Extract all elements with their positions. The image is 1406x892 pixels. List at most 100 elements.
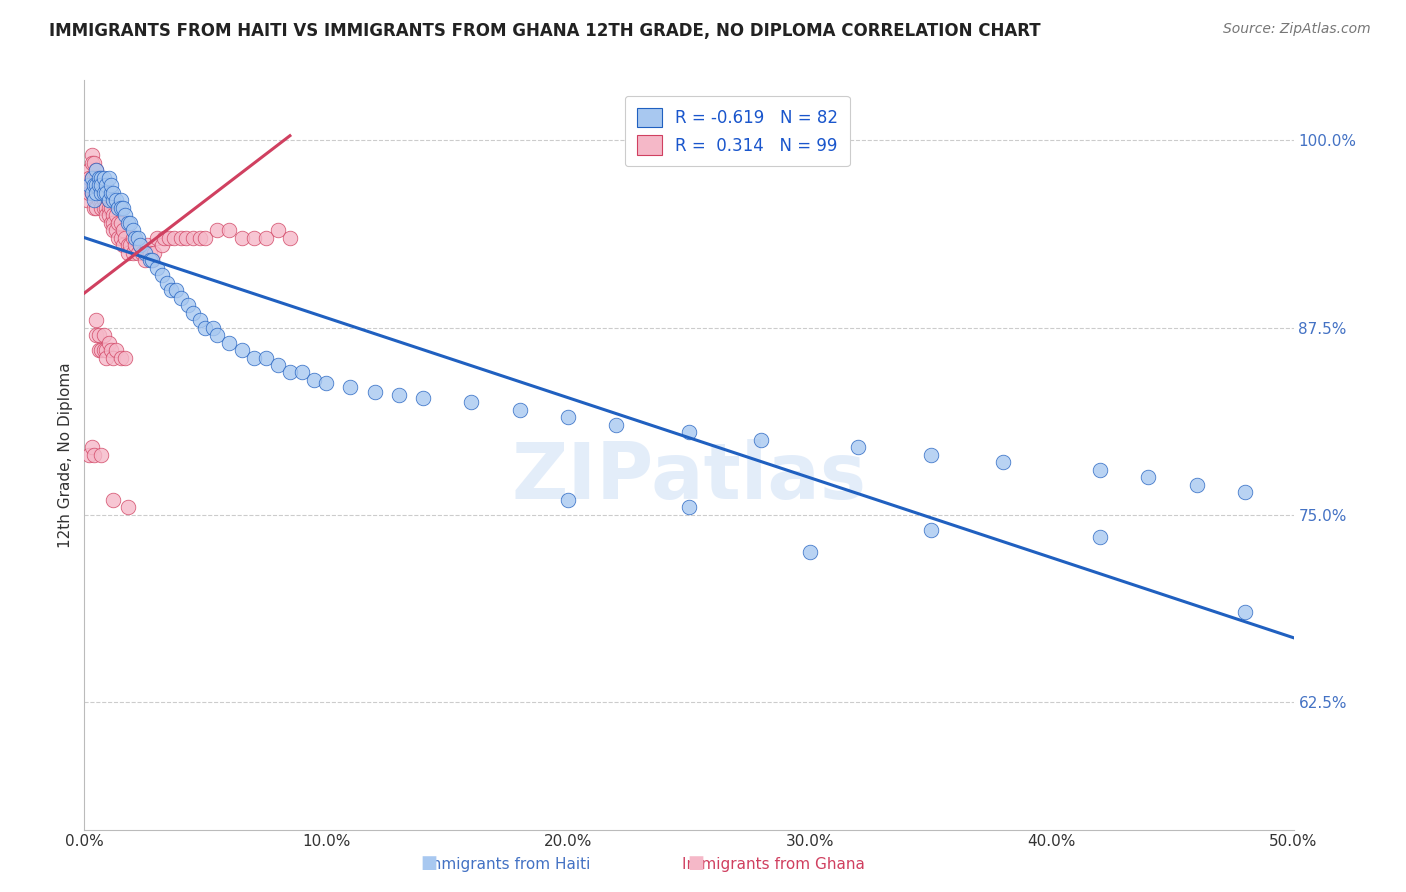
Point bbox=[114, 208, 136, 222]
Point bbox=[86, 186, 108, 200]
Point bbox=[302, 373, 325, 387]
Point bbox=[103, 208, 125, 222]
Point bbox=[678, 425, 700, 440]
Point bbox=[86, 178, 108, 193]
Point bbox=[1088, 530, 1111, 544]
Point bbox=[181, 230, 204, 244]
Point bbox=[80, 148, 103, 162]
Point bbox=[97, 201, 120, 215]
Point bbox=[86, 163, 108, 178]
Point bbox=[242, 230, 264, 244]
Point bbox=[751, 433, 773, 447]
Point bbox=[86, 186, 108, 200]
Point bbox=[93, 193, 115, 207]
Point bbox=[278, 230, 301, 244]
Point bbox=[94, 351, 117, 365]
Point bbox=[97, 193, 120, 207]
Point bbox=[83, 186, 105, 200]
Point bbox=[278, 366, 301, 380]
Point bbox=[124, 230, 146, 244]
Point bbox=[80, 186, 103, 200]
Point bbox=[129, 238, 152, 252]
Point bbox=[90, 170, 112, 185]
Point bbox=[94, 343, 117, 357]
Point bbox=[77, 448, 100, 462]
Point bbox=[136, 238, 159, 252]
Point bbox=[129, 238, 152, 252]
Point bbox=[1185, 478, 1208, 492]
Point bbox=[90, 193, 112, 207]
Point bbox=[80, 170, 103, 185]
Point bbox=[190, 230, 212, 244]
Point bbox=[87, 186, 110, 200]
Point bbox=[103, 492, 125, 507]
Text: IMMIGRANTS FROM HAITI VS IMMIGRANTS FROM GHANA 12TH GRADE, NO DIPLOMA CORRELATIO: IMMIGRANTS FROM HAITI VS IMMIGRANTS FROM… bbox=[49, 22, 1040, 40]
Point bbox=[678, 500, 700, 515]
Point bbox=[87, 170, 110, 185]
Point bbox=[157, 230, 180, 244]
Point bbox=[509, 403, 531, 417]
Point bbox=[103, 193, 125, 207]
Point bbox=[153, 230, 176, 244]
Text: Source: ZipAtlas.com: Source: ZipAtlas.com bbox=[1223, 22, 1371, 37]
Point bbox=[138, 245, 160, 260]
Point bbox=[254, 351, 277, 365]
Point bbox=[94, 208, 117, 222]
Point bbox=[993, 455, 1015, 469]
Point bbox=[131, 245, 153, 260]
Point bbox=[112, 201, 135, 215]
Point bbox=[90, 178, 112, 193]
Point bbox=[104, 343, 127, 357]
Point bbox=[1234, 485, 1257, 500]
Point bbox=[117, 500, 139, 515]
Point bbox=[134, 253, 156, 268]
Point bbox=[412, 391, 434, 405]
Point bbox=[267, 223, 290, 237]
Point bbox=[80, 186, 103, 200]
Point bbox=[242, 351, 264, 365]
Point bbox=[170, 291, 193, 305]
Point bbox=[93, 343, 115, 357]
Point bbox=[107, 230, 129, 244]
Legend: R = -0.619   N = 82, R =  0.314   N = 99: R = -0.619 N = 82, R = 0.314 N = 99 bbox=[626, 96, 849, 166]
Point bbox=[163, 230, 186, 244]
Point bbox=[117, 245, 139, 260]
Point bbox=[97, 335, 120, 350]
Point bbox=[87, 343, 110, 357]
Point bbox=[94, 186, 117, 200]
Point bbox=[120, 216, 142, 230]
Point bbox=[339, 380, 361, 394]
Point bbox=[177, 298, 200, 312]
Point bbox=[76, 193, 98, 207]
Point bbox=[90, 186, 112, 200]
Point bbox=[86, 313, 108, 327]
Point bbox=[1088, 463, 1111, 477]
Point bbox=[388, 388, 411, 402]
Point bbox=[231, 230, 253, 244]
Point bbox=[207, 328, 229, 343]
Point bbox=[150, 268, 173, 282]
Text: Immigrants from Haiti: Immigrants from Haiti bbox=[422, 857, 591, 872]
Point bbox=[80, 155, 103, 169]
Point bbox=[1137, 470, 1160, 484]
Point bbox=[110, 351, 132, 365]
Point bbox=[201, 320, 224, 334]
Point bbox=[181, 305, 204, 319]
Point bbox=[363, 384, 385, 399]
Point bbox=[83, 448, 105, 462]
Point bbox=[218, 335, 240, 350]
Point bbox=[77, 178, 100, 193]
Point bbox=[90, 170, 112, 185]
Point bbox=[77, 186, 100, 200]
Point bbox=[103, 351, 125, 365]
Point bbox=[100, 178, 122, 193]
Point bbox=[170, 230, 193, 244]
Point bbox=[120, 238, 142, 252]
Point bbox=[87, 193, 110, 207]
Point bbox=[267, 358, 290, 372]
Point bbox=[83, 201, 105, 215]
Point bbox=[112, 223, 135, 237]
Point bbox=[87, 170, 110, 185]
Point bbox=[920, 523, 942, 537]
Point bbox=[165, 283, 187, 297]
